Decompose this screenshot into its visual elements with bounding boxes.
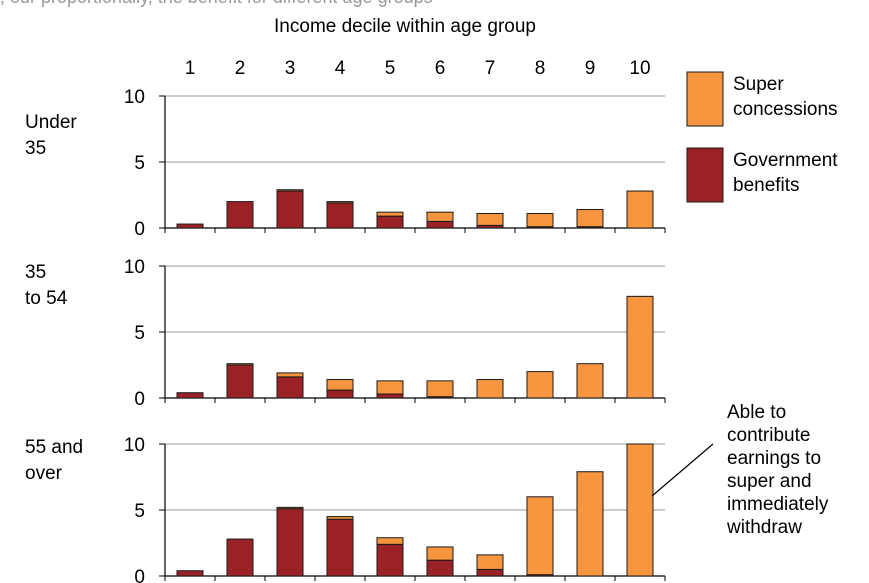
annotation-text: earnings to xyxy=(727,448,821,469)
legend: Super concessions Government benefits xyxy=(686,71,838,203)
bar-government-benefits xyxy=(476,568,504,577)
category-label: 8 xyxy=(535,58,546,79)
category-label: 3 xyxy=(285,58,296,79)
panel-label: to 54 xyxy=(25,288,68,309)
panel-label: 35 xyxy=(25,262,46,283)
panel-label: 35 xyxy=(25,138,46,159)
annotation-text: super and xyxy=(727,471,812,492)
bar-super-concessions xyxy=(626,190,654,229)
bar-super-concessions xyxy=(326,516,354,520)
bar-government-benefits xyxy=(176,570,204,577)
annotation-text: withdraw xyxy=(726,517,802,538)
y-tick-label: 10 xyxy=(124,257,145,278)
panel-label: 55 and xyxy=(25,437,83,458)
bar-super-concessions xyxy=(626,295,654,399)
bar-super-concessions xyxy=(476,554,504,570)
category-label: 7 xyxy=(485,58,496,79)
legend-swatch-benefits xyxy=(686,147,724,203)
y-tick-label: 10 xyxy=(124,435,145,456)
bar-government-benefits xyxy=(376,393,404,399)
bar-government-benefits xyxy=(426,559,454,577)
bar-government-benefits xyxy=(426,220,454,229)
panel-2: 35 to 54 0 5 10 xyxy=(25,257,666,410)
annotation-text: Able to xyxy=(727,402,786,423)
category-label: 9 xyxy=(585,58,596,79)
y-tick-label: 0 xyxy=(134,567,145,583)
panel-label: over xyxy=(25,463,63,484)
legend-swatch-super xyxy=(686,71,724,127)
bar-super-concessions xyxy=(526,371,554,399)
legend-label: Government xyxy=(733,150,838,171)
bar-super-concessions xyxy=(426,546,454,561)
annotation-text: contribute xyxy=(727,425,810,446)
bar-super-concessions xyxy=(576,363,604,399)
legend-label: benefits xyxy=(733,175,800,196)
bar-super-concessions xyxy=(426,380,454,398)
bar-super-concessions xyxy=(526,496,554,576)
bar-super-concessions xyxy=(476,379,504,399)
bar-government-benefits xyxy=(176,223,204,229)
y-tick-label: 5 xyxy=(134,153,145,174)
chart-panels: Under 35 0 5 10 35 to 54 0 5 10 55 and over 0 5 10 xyxy=(25,87,666,583)
bar-government-benefits xyxy=(226,538,254,577)
bar-government-benefits xyxy=(176,392,204,399)
bar-government-benefits xyxy=(326,202,354,229)
bar-government-benefits xyxy=(276,376,304,399)
bar-government-benefits xyxy=(226,201,254,229)
legend-label: concessions xyxy=(733,99,838,120)
annotation-text: immediately xyxy=(727,494,829,515)
category-label: 4 xyxy=(335,58,346,79)
y-tick-label: 0 xyxy=(134,219,145,240)
bar-super-concessions xyxy=(276,372,304,378)
category-labels: 1 2 3 4 5 6 7 8 9 10 xyxy=(185,58,651,79)
bar-super-concessions xyxy=(376,211,404,217)
y-tick-label: 5 xyxy=(134,323,145,344)
category-label: 6 xyxy=(435,58,446,79)
cut-off-title: , our proportionally, the benefit for di… xyxy=(0,0,433,8)
bar-super-concessions xyxy=(376,380,404,395)
bar-super-concessions xyxy=(326,379,354,391)
bar-government-benefits xyxy=(276,190,304,229)
y-tick-label: 5 xyxy=(134,501,145,522)
panel-1: Under 35 0 5 10 xyxy=(25,87,666,240)
category-label: 1 xyxy=(185,58,196,79)
bar-government-benefits xyxy=(376,215,404,229)
bar-government-benefits xyxy=(276,508,304,577)
bar-government-benefits xyxy=(326,389,354,399)
bar-government-benefits xyxy=(326,518,354,577)
x-axis-title: Income decile within age group xyxy=(274,16,536,37)
bar-super-concessions xyxy=(326,201,354,204)
legend-label: Super xyxy=(733,74,784,95)
panel-3: 55 and over 0 5 10 xyxy=(25,435,666,583)
panel-label: Under xyxy=(25,112,77,133)
y-tick-label: 10 xyxy=(124,87,145,108)
bar-super-concessions xyxy=(426,211,454,222)
bar-super-concessions xyxy=(276,506,304,510)
category-label: 5 xyxy=(385,58,396,79)
bar-super-concessions xyxy=(576,209,604,228)
category-label: 2 xyxy=(235,58,246,79)
bar-government-benefits xyxy=(376,543,404,577)
bar-super-concessions xyxy=(576,471,604,577)
category-label: 10 xyxy=(629,58,650,79)
annotation-leader-line xyxy=(651,443,714,497)
bar-super-concessions xyxy=(276,189,304,192)
bar-super-concessions xyxy=(226,363,254,366)
bar-government-benefits xyxy=(226,364,254,399)
bar-super-concessions xyxy=(626,443,654,577)
bar-super-concessions xyxy=(476,212,504,226)
y-tick-label: 0 xyxy=(134,389,145,410)
bar-super-concessions xyxy=(376,537,404,545)
bar-super-concessions xyxy=(526,212,554,228)
